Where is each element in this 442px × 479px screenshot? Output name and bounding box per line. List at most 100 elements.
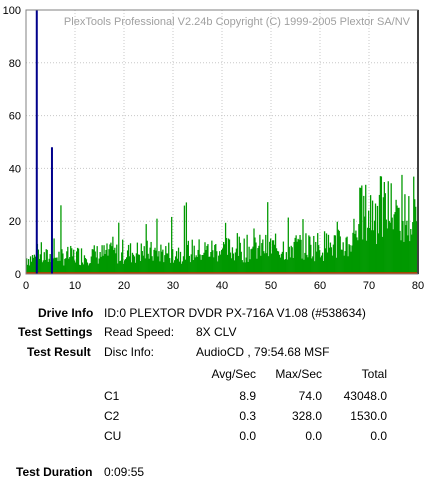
- drive-info-label: Drive Info: [38, 306, 94, 320]
- c1-bar: [237, 255, 239, 274]
- y-tick-label: 100: [3, 5, 21, 17]
- c1-bar: [161, 251, 163, 274]
- c1-bar: [41, 262, 43, 274]
- c1-bar: [332, 244, 335, 274]
- y-tick-label: 80: [9, 58, 21, 70]
- c1-bar: [34, 256, 37, 274]
- c1-bar: [209, 256, 211, 274]
- c1-bar: [272, 240, 275, 274]
- c1-bar: [322, 261, 325, 274]
- c1-bar: [125, 257, 128, 274]
- c1-bar: [67, 246, 69, 274]
- c1-bar: [30, 261, 33, 274]
- c1-bar: [215, 243, 217, 274]
- c1-bar: [80, 248, 83, 274]
- c1-bar: [128, 256, 131, 274]
- c1-bar: [378, 194, 381, 274]
- c1-bar: [164, 255, 166, 274]
- c1-bar: [32, 257, 35, 274]
- c1-bar: [270, 238, 272, 274]
- c1-bar: [402, 220, 404, 274]
- c1-bar: [205, 250, 207, 274]
- c1-bar: [361, 185, 363, 274]
- header-max: Max/Sec: [275, 367, 322, 381]
- c1-bar: [152, 260, 154, 274]
- c1-bar: [135, 253, 138, 274]
- c1-bar: [139, 261, 141, 274]
- c1-bar: [137, 254, 139, 274]
- c1-bar: [320, 255, 323, 274]
- c1-name: C1: [104, 389, 120, 403]
- c1-bar: [187, 240, 189, 274]
- c1-bar: [266, 253, 268, 274]
- c1-bar: [240, 251, 242, 274]
- c1-bar: [325, 233, 328, 274]
- c1-bar: [349, 245, 351, 274]
- c1-bar: [183, 205, 186, 274]
- c1-bar: [241, 260, 243, 274]
- c1-bar: [206, 245, 208, 274]
- c1-bar: [369, 195, 372, 274]
- c1-bar: [176, 258, 179, 274]
- c1-bar: [340, 249, 342, 274]
- c1-bar: [134, 262, 137, 274]
- c1-bar: [124, 260, 126, 274]
- c1-bar: [276, 250, 279, 274]
- c2-total: 1530.0: [350, 409, 387, 423]
- c1-bar: [61, 249, 63, 274]
- c1-bar: [52, 258, 54, 274]
- c1-bar: [202, 254, 204, 274]
- c1-bar: [335, 257, 337, 274]
- c1-bar: [291, 247, 293, 274]
- c1-bar: [123, 263, 125, 274]
- c1-bar: [170, 262, 172, 274]
- c1-bar: [147, 253, 149, 274]
- c1-bar: [225, 237, 228, 274]
- c1-bar: [343, 255, 345, 274]
- c1-bar: [138, 254, 140, 274]
- c1-bar: [255, 242, 257, 274]
- c1-bar: [251, 248, 253, 274]
- c1-bar: [410, 228, 412, 274]
- c1-bar: [78, 264, 81, 274]
- c1-bar: [371, 200, 374, 274]
- c1-bar: [120, 260, 122, 274]
- c1-bar: [188, 255, 190, 274]
- c1-bar: [223, 244, 226, 274]
- c1-bar: [248, 246, 250, 274]
- c1-bar: [77, 248, 80, 274]
- c1-bar: [104, 253, 106, 274]
- c1-bar: [121, 252, 123, 274]
- c1-bar: [157, 256, 159, 274]
- c1-bar: [394, 212, 396, 274]
- y-tick-label: 0: [15, 269, 21, 281]
- c1-bar: [403, 241, 405, 274]
- c1-bar: [133, 256, 136, 274]
- c1-bar: [398, 207, 400, 274]
- c1-bar: [258, 245, 260, 274]
- c1-bar: [141, 251, 143, 274]
- c1-bar: [400, 240, 402, 274]
- c1-bar: [154, 247, 156, 274]
- c1-bar: [226, 254, 229, 274]
- test-settings-label: Test Settings: [18, 325, 93, 339]
- c1-bar: [339, 236, 341, 274]
- c1-bar: [217, 261, 219, 274]
- c1-bar: [365, 184, 367, 274]
- c1-bar: [179, 251, 182, 274]
- c1-bar: [47, 261, 49, 274]
- c1-bar: [107, 255, 109, 274]
- c1-bar: [73, 249, 75, 274]
- c1-bar: [118, 222, 120, 274]
- c1-bar: [330, 247, 333, 274]
- c1-bar: [94, 251, 96, 274]
- x-tick-label: 30: [167, 280, 179, 292]
- c1-bar: [383, 182, 385, 274]
- c1-bar: [347, 256, 349, 274]
- c1-bar: [53, 238, 55, 274]
- c1-bar: [307, 257, 309, 274]
- c1-bar: [306, 254, 308, 274]
- c1-bar: [303, 259, 305, 274]
- c1-bar: [259, 234, 261, 274]
- c1-bar: [93, 245, 95, 274]
